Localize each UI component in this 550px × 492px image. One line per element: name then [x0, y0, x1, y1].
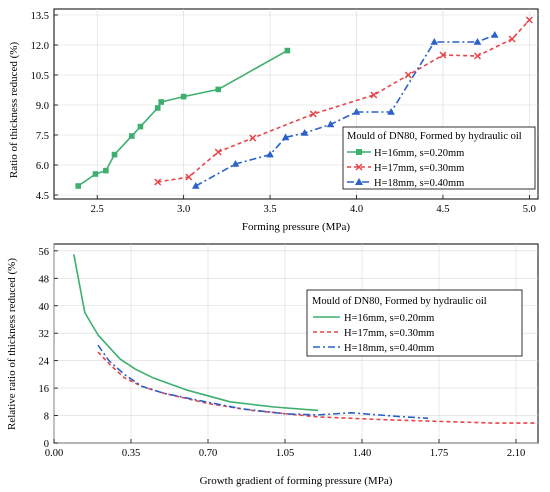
data-point — [75, 183, 81, 189]
data-point — [284, 47, 291, 54]
data-point — [439, 51, 447, 59]
y-tick-label: 6.0 — [36, 161, 49, 172]
legend-entry: H=16mm, s=0.20mm — [313, 313, 434, 324]
data-point — [92, 171, 99, 177]
data-point — [158, 99, 164, 105]
legend-box — [306, 289, 523, 357]
series-line-1 — [73, 254, 319, 412]
x-marker-icon — [355, 163, 363, 171]
x-tick-label: 2.10 — [507, 448, 525, 459]
legend-label-h18: H=18mm, s=0.40mm — [374, 178, 464, 189]
legend-label-h16: H=16mm, s=0.20mm — [344, 313, 434, 324]
legend-entry: H=17mm, s=0.30mm — [347, 163, 464, 174]
data-point — [525, 16, 533, 24]
tick-labels: 2.5 3.0 3.5 4.0 4.5 5.0 4.5 6.0 7.5 9.0 10.5 12.0 13… — [31, 11, 536, 215]
data-point — [266, 150, 274, 158]
data-point — [128, 133, 135, 139]
y-axis-label: Ratio of thickness reduced (%) — [8, 42, 20, 179]
data-point — [387, 108, 395, 115]
x-tick-label: 3.0 — [177, 204, 190, 215]
y-tick-label: 16 — [39, 384, 50, 395]
series-line-3 — [97, 344, 429, 420]
legend-entry: H=18mm, s=0.40mm — [347, 178, 464, 189]
y-tick-label: 24 — [39, 357, 50, 368]
data-point — [404, 71, 412, 79]
x-axis-label: Forming pressure (MPa) — [242, 221, 350, 233]
y-tick-label: 48 — [39, 274, 50, 285]
series-line-2 — [157, 19, 530, 183]
data-point — [231, 160, 240, 167]
chart-forming-pressure: 2.5 3.0 3.5 4.0 4.5 5.0 4.5 6.0 7.5 9.0 10.5 12.0 13… — [8, 8, 539, 233]
x-tick-label: 1.40 — [353, 448, 371, 459]
legend-label-h16: H=16mm, s=0.20mm — [374, 148, 464, 159]
y-tick-label: 13.5 — [31, 11, 49, 22]
data-point — [309, 110, 317, 118]
y-tick-label: 56 — [39, 247, 50, 258]
x-tick-label: 4.5 — [436, 204, 449, 215]
x-tick-label: 1.75 — [430, 448, 448, 459]
x-tick-label: 0.70 — [199, 448, 217, 459]
data-point — [490, 31, 499, 38]
data-point — [103, 167, 109, 174]
y-tick-label: 8 — [44, 412, 49, 423]
data-point — [154, 178, 162, 186]
data-point — [281, 133, 290, 141]
data-point — [214, 148, 222, 156]
data-point — [191, 182, 200, 189]
data-point — [473, 38, 482, 45]
x-tick-label: 1.05 — [276, 448, 294, 459]
data-point — [137, 123, 144, 130]
y-axis-label: Relative ratio of thickness reduced (%) — [6, 258, 18, 430]
y-tick-label: 40 — [39, 302, 50, 313]
data-point — [430, 38, 439, 45]
legend-entry: H=18mm, s=0.40mm — [313, 343, 434, 354]
x-tick-label: 0.35 — [122, 448, 140, 459]
legend: Mould of DN80, Formed by hydraulic oil H… — [306, 289, 523, 357]
data-point — [215, 86, 222, 93]
legend-title: Mould of DN80, Formed by hydraulic oil — [312, 296, 487, 307]
series-line-2 — [97, 351, 538, 424]
series-layer — [75, 16, 533, 189]
x-tick-label: 2.5 — [91, 204, 104, 215]
y-tick-label: 32 — [39, 329, 50, 340]
triangle-marker-icon — [355, 178, 363, 185]
y-tick-label: 0 — [44, 439, 49, 450]
data-point — [185, 173, 193, 181]
data-point — [111, 151, 118, 158]
legend-label-h17: H=17mm, s=0.30mm — [344, 328, 434, 339]
legend-title: Mould of DN80, Formed by hydraulic oil — [347, 131, 522, 142]
y-tick-label: 7.5 — [36, 131, 49, 142]
legend-label-h18: H=18mm, s=0.40mm — [344, 343, 434, 354]
x-tick-label: 5.0 — [523, 204, 536, 215]
square-marker-icon — [356, 149, 362, 155]
y-tick-label: 12.0 — [31, 41, 49, 52]
x-tick-label: 3.5 — [264, 204, 277, 215]
legend-label-h17: H=17mm, s=0.30mm — [374, 163, 464, 174]
data-point — [154, 105, 161, 111]
data-point — [180, 93, 187, 100]
data-point — [249, 134, 257, 142]
y-tick-label: 10.5 — [31, 71, 49, 82]
data-point — [370, 91, 378, 99]
data-point — [473, 52, 482, 60]
legend-box — [342, 126, 536, 190]
y-tick-label: 4.5 — [36, 191, 49, 202]
legend-entry: H=17mm, s=0.30mm — [313, 328, 434, 339]
data-point — [300, 129, 309, 136]
data-point — [352, 108, 361, 115]
x-tick-label: 0.00 — [45, 448, 63, 459]
data-point — [326, 120, 335, 128]
y-tick-label: 9.0 — [36, 101, 49, 112]
x-tick-label: 4.0 — [350, 204, 363, 215]
chart-growth-gradient: 0.00 0.35 0.70 1.05 1.40 1.75 2.10 0 8 16 24 32 40 48… — [6, 243, 539, 487]
legend-entry: H=16mm, s=0.20mm — [347, 148, 464, 159]
data-point — [508, 35, 516, 43]
tick-labels: 0.00 0.35 0.70 1.05 1.40 1.75 2.10 0 8 16 24 32 40 48… — [39, 247, 526, 459]
legend: Mould of DN80, Formed by hydraulic oil H… — [342, 126, 536, 190]
series-layer — [73, 254, 538, 424]
x-axis-label: Growth gradient of forming pressure (MPa… — [200, 475, 393, 487]
